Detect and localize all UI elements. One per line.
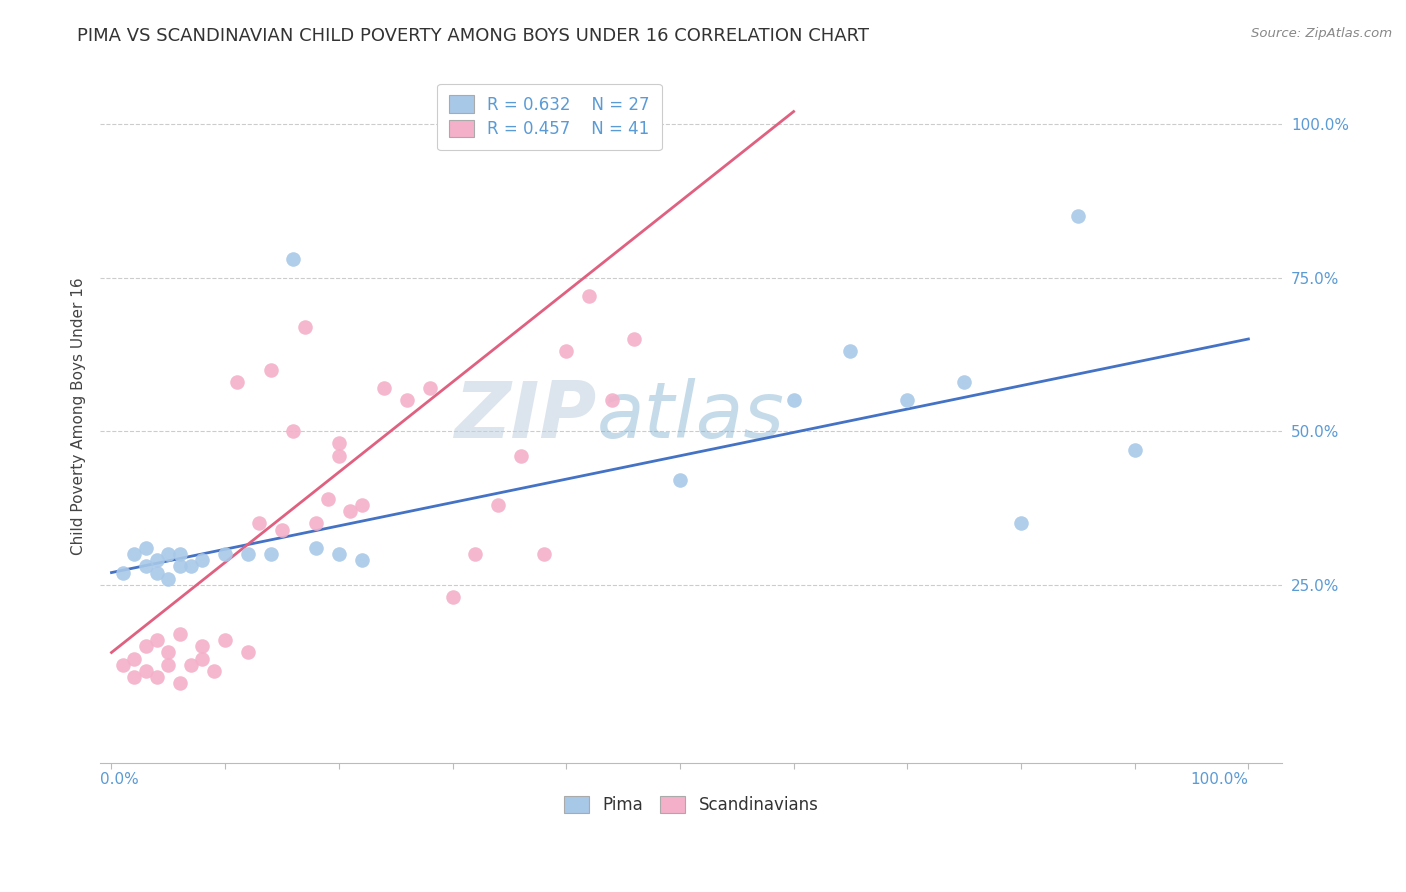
- Point: [623, 332, 645, 346]
- Point: [191, 553, 214, 567]
- Point: [839, 344, 862, 359]
- Point: [146, 670, 169, 684]
- Point: [202, 664, 225, 678]
- Point: [782, 393, 804, 408]
- Point: [600, 393, 623, 408]
- Point: [339, 504, 361, 518]
- Point: [236, 645, 259, 659]
- Point: [328, 547, 350, 561]
- Point: [419, 381, 441, 395]
- Point: [533, 547, 555, 561]
- Point: [1123, 442, 1146, 457]
- Point: [122, 670, 145, 684]
- Y-axis label: Child Poverty Among Boys Under 16: Child Poverty Among Boys Under 16: [72, 277, 86, 555]
- Point: [111, 657, 134, 672]
- Point: [146, 633, 169, 648]
- Point: [373, 381, 395, 395]
- Point: [146, 566, 169, 580]
- Text: 0.0%: 0.0%: [100, 772, 139, 788]
- Text: PIMA VS SCANDINAVIAN CHILD POVERTY AMONG BOYS UNDER 16 CORRELATION CHART: PIMA VS SCANDINAVIAN CHILD POVERTY AMONG…: [77, 27, 869, 45]
- Point: [1010, 516, 1032, 531]
- Point: [578, 289, 600, 303]
- Point: [464, 547, 486, 561]
- Point: [555, 344, 578, 359]
- Point: [260, 362, 283, 376]
- Point: [294, 319, 316, 334]
- Point: [180, 657, 202, 672]
- Point: [316, 491, 339, 506]
- Point: [509, 449, 531, 463]
- Text: Source: ZipAtlas.com: Source: ZipAtlas.com: [1251, 27, 1392, 40]
- Point: [122, 651, 145, 665]
- Point: [271, 523, 294, 537]
- Point: [328, 449, 350, 463]
- Point: [157, 572, 180, 586]
- Point: [247, 516, 270, 531]
- Point: [169, 627, 191, 641]
- Text: atlas: atlas: [596, 378, 785, 454]
- Point: [260, 547, 283, 561]
- Point: [135, 559, 157, 574]
- Point: [283, 252, 305, 266]
- Point: [896, 393, 918, 408]
- Point: [236, 547, 259, 561]
- Point: [1067, 209, 1090, 223]
- Point: [225, 375, 247, 389]
- Point: [191, 640, 214, 654]
- Point: [191, 651, 214, 665]
- Point: [157, 547, 180, 561]
- Point: [953, 375, 976, 389]
- Point: [305, 516, 328, 531]
- Point: [135, 541, 157, 555]
- Text: 100.0%: 100.0%: [1191, 772, 1249, 788]
- Point: [328, 436, 350, 450]
- Point: [214, 633, 236, 648]
- Point: [283, 424, 305, 438]
- Point: [157, 645, 180, 659]
- Point: [135, 664, 157, 678]
- Point: [180, 559, 202, 574]
- Point: [146, 553, 169, 567]
- Text: ZIP: ZIP: [454, 378, 596, 454]
- Point: [122, 547, 145, 561]
- Point: [669, 474, 692, 488]
- Point: [169, 559, 191, 574]
- Point: [111, 566, 134, 580]
- Point: [169, 547, 191, 561]
- Point: [486, 498, 509, 512]
- Legend: Pima, Scandinavians: Pima, Scandinavians: [554, 786, 828, 824]
- Point: [135, 640, 157, 654]
- Point: [157, 657, 180, 672]
- Point: [350, 498, 373, 512]
- Point: [169, 676, 191, 690]
- Point: [214, 547, 236, 561]
- Point: [305, 541, 328, 555]
- Point: [396, 393, 419, 408]
- Point: [441, 590, 464, 604]
- Point: [350, 553, 373, 567]
